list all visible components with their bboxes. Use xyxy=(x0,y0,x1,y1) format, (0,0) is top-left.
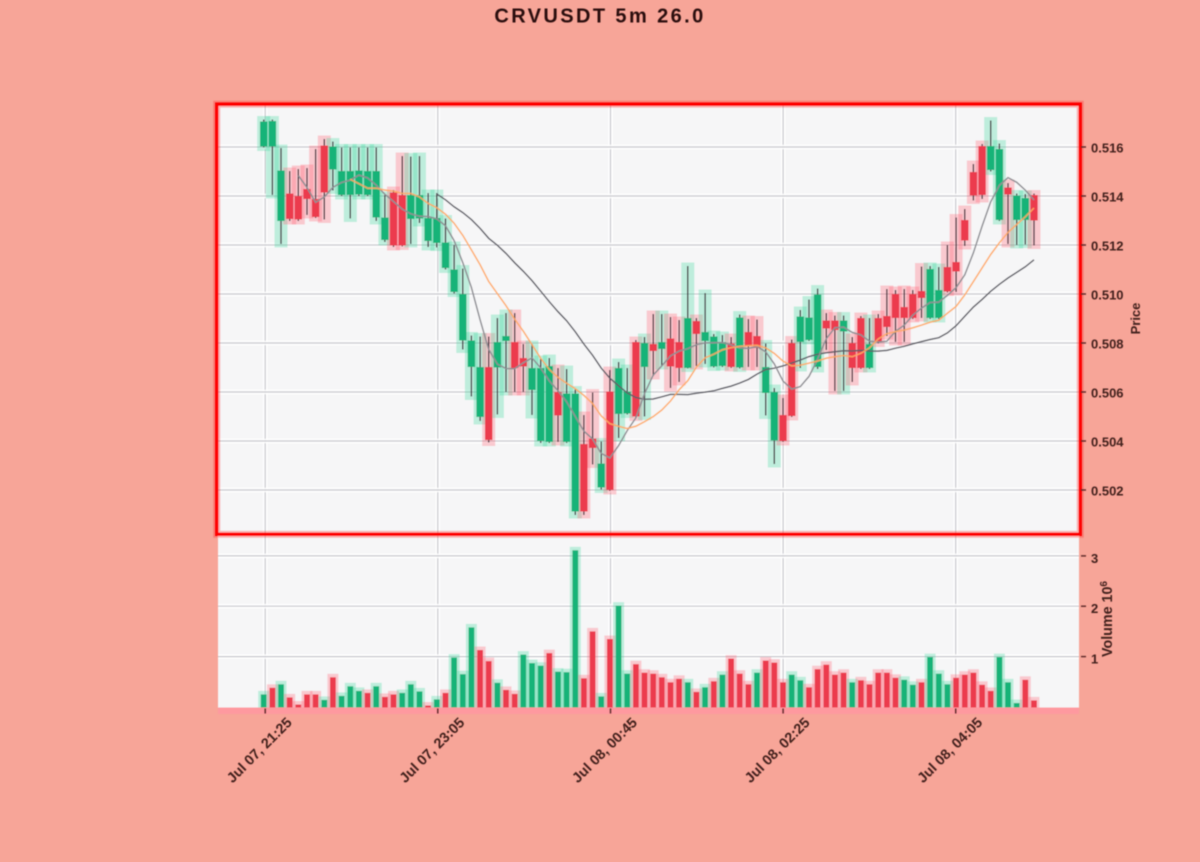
svg-text:3: 3 xyxy=(1091,551,1098,566)
svg-text:0.510: 0.510 xyxy=(1091,288,1124,303)
svg-text:0.516: 0.516 xyxy=(1091,141,1124,156)
svg-text:0.508: 0.508 xyxy=(1091,337,1124,352)
svg-text:0.506: 0.506 xyxy=(1091,386,1124,401)
svg-text:0.512: 0.512 xyxy=(1091,239,1124,254)
svg-text:Price: Price xyxy=(1128,303,1143,335)
svg-text:CRVUSDT 5m 26.0: CRVUSDT 5m 26.0 xyxy=(494,6,705,28)
svg-text:2: 2 xyxy=(1091,601,1098,616)
svg-text:0.502: 0.502 xyxy=(1091,484,1124,499)
svg-text:0.504: 0.504 xyxy=(1091,435,1124,450)
svg-text:Volume 106: Volume 106 xyxy=(1099,581,1116,657)
svg-text:1: 1 xyxy=(1091,652,1098,667)
svg-text:0.514: 0.514 xyxy=(1091,190,1124,205)
